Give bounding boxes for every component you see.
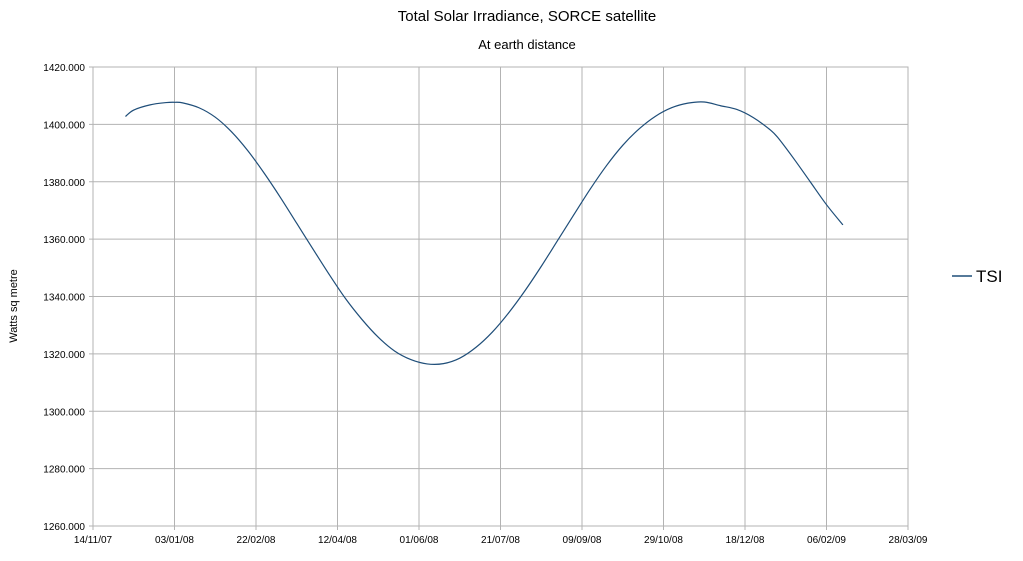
legend-label-tsi: TSI (976, 267, 1002, 286)
y-tick-label: 1260.000 (43, 522, 85, 533)
data-point (247, 150, 249, 152)
x-tick-label: 01/06/08 (400, 535, 439, 546)
data-point (540, 265, 542, 267)
data-point (671, 107, 673, 109)
data-point (459, 357, 461, 359)
data-point (769, 128, 770, 130)
data-point (508, 312, 510, 314)
data-point (720, 105, 721, 107)
y-ticks: 1260.000 1280.000 1300.000 1320.000 1340.000… (43, 63, 85, 533)
y-axis-label: Watts sq metre (8, 269, 20, 343)
data-point (361, 319, 363, 320)
data-point (687, 102, 689, 104)
data-point (345, 298, 347, 300)
data-point (524, 290, 526, 292)
data-point (809, 181, 811, 183)
data-point (133, 109, 135, 111)
data-point (842, 224, 844, 226)
y-tick-label: 1400.000 (43, 120, 85, 131)
data-point (703, 101, 705, 103)
y-tick-label: 1300.000 (43, 407, 85, 418)
data-point (826, 204, 827, 206)
data-point (426, 363, 428, 365)
y-tick-label: 1280.000 (43, 465, 85, 476)
data-point (589, 188, 591, 190)
data-point (231, 131, 232, 133)
x-tick-label: 03/01/08 (155, 535, 194, 546)
data-point (214, 116, 216, 118)
y-tick-label: 1320.000 (43, 350, 85, 361)
data-point (149, 104, 151, 106)
y-tick-label: 1380.000 (43, 178, 85, 189)
series-line-tsi (125, 101, 844, 365)
data-point (198, 107, 200, 109)
axes (89, 66, 909, 530)
y-tick-label: 1360.000 (43, 235, 85, 246)
x-tick-label: 18/12/08 (726, 535, 765, 546)
data-point (263, 172, 265, 174)
data-point (410, 359, 412, 361)
x-tick-label: 09/09/08 (563, 535, 602, 546)
data-point (752, 117, 754, 118)
data-point (280, 197, 281, 198)
x-ticks: 14/11/07 03/01/08 22/02/08 12/04/08 01/06/08… (74, 535, 928, 546)
data-point (443, 363, 444, 365)
data-point (622, 144, 624, 146)
x-tick-label: 06/02/09 (807, 535, 846, 546)
data-point (557, 240, 558, 241)
x-tick-label: 21/07/08 (481, 535, 520, 546)
x-tick-label: 28/03/09 (889, 535, 928, 546)
data-point (125, 115, 126, 117)
data-point (475, 346, 477, 348)
data-point (793, 158, 795, 160)
y-tick-label: 1420.000 (43, 63, 85, 74)
data-point (736, 109, 738, 110)
data-point (638, 128, 640, 130)
chart-title: Total Solar Irradiance, SORCE satellite (398, 8, 656, 25)
data-point (328, 274, 330, 276)
data-point (174, 101, 175, 103)
data-point (296, 222, 298, 224)
chart-subtitle: At earth distance (478, 37, 576, 52)
data-point (182, 102, 184, 104)
x-tick-label: 22/02/08 (237, 535, 276, 546)
data-point (606, 165, 607, 167)
data-point (165, 102, 167, 103)
x-tick-label: 14/11/07 (74, 535, 113, 546)
data-point (312, 248, 314, 250)
data-point (491, 331, 493, 333)
plot-frame (92, 66, 909, 527)
data-point (573, 214, 575, 216)
data-point (777, 136, 778, 138)
x-tick-label: 29/10/08 (644, 535, 683, 546)
y-tick-label: 1340.000 (43, 293, 85, 304)
grid (92, 66, 909, 527)
x-tick-label: 12/04/08 (318, 535, 357, 546)
series-points (125, 101, 844, 365)
data-point (654, 115, 656, 117)
data-point (377, 336, 379, 338)
data-point (394, 350, 395, 352)
legend: TSI (952, 267, 1002, 286)
